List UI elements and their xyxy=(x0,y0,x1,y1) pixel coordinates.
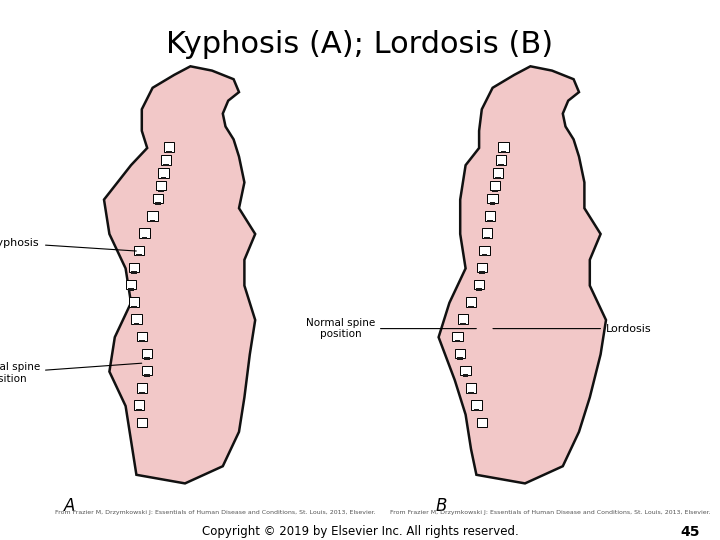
Text: From Frazier M, Drzymkowski J: Essentials of Human Disease and Conditions, St. L: From Frazier M, Drzymkowski J: Essential… xyxy=(55,510,376,515)
FancyBboxPatch shape xyxy=(148,211,158,220)
Text: Lordosis: Lordosis xyxy=(493,323,652,334)
FancyBboxPatch shape xyxy=(480,246,490,255)
FancyBboxPatch shape xyxy=(137,383,147,393)
Bar xyxy=(492,190,498,192)
FancyBboxPatch shape xyxy=(134,400,144,410)
Bar xyxy=(139,392,145,394)
Text: Copyright © 2019 by Elsevier Inc. All rights reserved.: Copyright © 2019 by Elsevier Inc. All ri… xyxy=(202,525,518,538)
Bar xyxy=(145,374,150,377)
Text: From Frazier M, Drzymkowski J: Essentials of Human Disease and Conditions, St. L: From Frazier M, Drzymkowski J: Essential… xyxy=(390,510,711,515)
Text: Normal spine
position: Normal spine position xyxy=(306,318,477,340)
Polygon shape xyxy=(438,66,606,483)
FancyBboxPatch shape xyxy=(474,280,485,289)
FancyBboxPatch shape xyxy=(493,168,503,178)
Bar xyxy=(457,357,463,360)
Bar xyxy=(128,288,134,291)
Bar xyxy=(134,323,139,325)
Bar xyxy=(485,237,490,239)
FancyBboxPatch shape xyxy=(142,366,153,375)
FancyBboxPatch shape xyxy=(490,181,500,191)
FancyBboxPatch shape xyxy=(482,228,492,238)
Text: A: A xyxy=(63,497,75,515)
FancyBboxPatch shape xyxy=(485,211,495,220)
Bar xyxy=(156,202,161,205)
Bar xyxy=(161,177,166,179)
FancyBboxPatch shape xyxy=(495,155,506,165)
FancyBboxPatch shape xyxy=(477,263,487,272)
FancyBboxPatch shape xyxy=(129,297,139,307)
FancyBboxPatch shape xyxy=(134,246,144,255)
FancyBboxPatch shape xyxy=(142,349,153,358)
Bar xyxy=(454,340,460,342)
Bar xyxy=(468,306,474,308)
Bar xyxy=(474,409,480,411)
FancyBboxPatch shape xyxy=(129,263,139,272)
FancyBboxPatch shape xyxy=(156,181,166,191)
FancyBboxPatch shape xyxy=(461,366,471,375)
Text: Kyphosis: Kyphosis xyxy=(0,238,136,251)
Bar xyxy=(131,306,137,308)
Bar xyxy=(482,254,487,256)
Text: Kyphosis (A); Lordosis (B): Kyphosis (A); Lordosis (B) xyxy=(166,30,554,59)
FancyBboxPatch shape xyxy=(498,143,508,152)
FancyBboxPatch shape xyxy=(458,314,468,324)
FancyBboxPatch shape xyxy=(137,332,147,341)
Bar xyxy=(158,190,163,192)
Text: B: B xyxy=(436,497,447,515)
Bar xyxy=(150,220,156,222)
FancyBboxPatch shape xyxy=(477,417,487,427)
FancyBboxPatch shape xyxy=(163,143,174,152)
Bar xyxy=(131,271,137,274)
FancyBboxPatch shape xyxy=(137,417,147,427)
Bar xyxy=(476,288,482,291)
FancyBboxPatch shape xyxy=(452,332,463,341)
FancyBboxPatch shape xyxy=(487,194,498,204)
Bar xyxy=(463,374,469,377)
FancyBboxPatch shape xyxy=(140,228,150,238)
Bar xyxy=(166,151,171,153)
FancyBboxPatch shape xyxy=(455,349,465,358)
Bar xyxy=(468,392,474,394)
Bar xyxy=(145,357,150,360)
FancyBboxPatch shape xyxy=(126,280,136,289)
Text: Normal spine
position: Normal spine position xyxy=(0,362,142,384)
Bar xyxy=(163,164,169,166)
FancyBboxPatch shape xyxy=(466,383,476,393)
FancyBboxPatch shape xyxy=(158,168,168,178)
Bar xyxy=(490,202,495,205)
FancyBboxPatch shape xyxy=(161,155,171,165)
FancyBboxPatch shape xyxy=(472,400,482,410)
Bar xyxy=(487,220,492,222)
FancyBboxPatch shape xyxy=(466,297,476,307)
Bar xyxy=(460,323,466,325)
Bar xyxy=(495,177,501,179)
Bar xyxy=(139,340,145,342)
FancyBboxPatch shape xyxy=(131,314,142,324)
Bar xyxy=(142,237,148,239)
Bar xyxy=(136,409,142,411)
Bar xyxy=(498,164,503,166)
Text: 45: 45 xyxy=(680,525,700,539)
Bar xyxy=(479,271,485,274)
Bar xyxy=(136,254,142,256)
Polygon shape xyxy=(104,66,255,483)
FancyBboxPatch shape xyxy=(153,194,163,204)
Bar xyxy=(500,151,506,153)
